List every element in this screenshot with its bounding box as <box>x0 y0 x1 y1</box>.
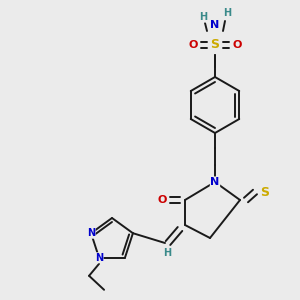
Text: O: O <box>188 40 198 50</box>
Text: N: N <box>210 177 220 187</box>
Text: H: H <box>223 8 231 18</box>
Text: H: H <box>163 248 171 258</box>
Text: S: S <box>260 185 269 199</box>
Text: H: H <box>199 12 207 22</box>
Text: O: O <box>157 195 167 205</box>
Text: N: N <box>95 253 103 263</box>
Text: N: N <box>210 20 220 30</box>
Text: N: N <box>87 228 95 238</box>
Text: S: S <box>211 38 220 52</box>
Text: O: O <box>232 40 242 50</box>
